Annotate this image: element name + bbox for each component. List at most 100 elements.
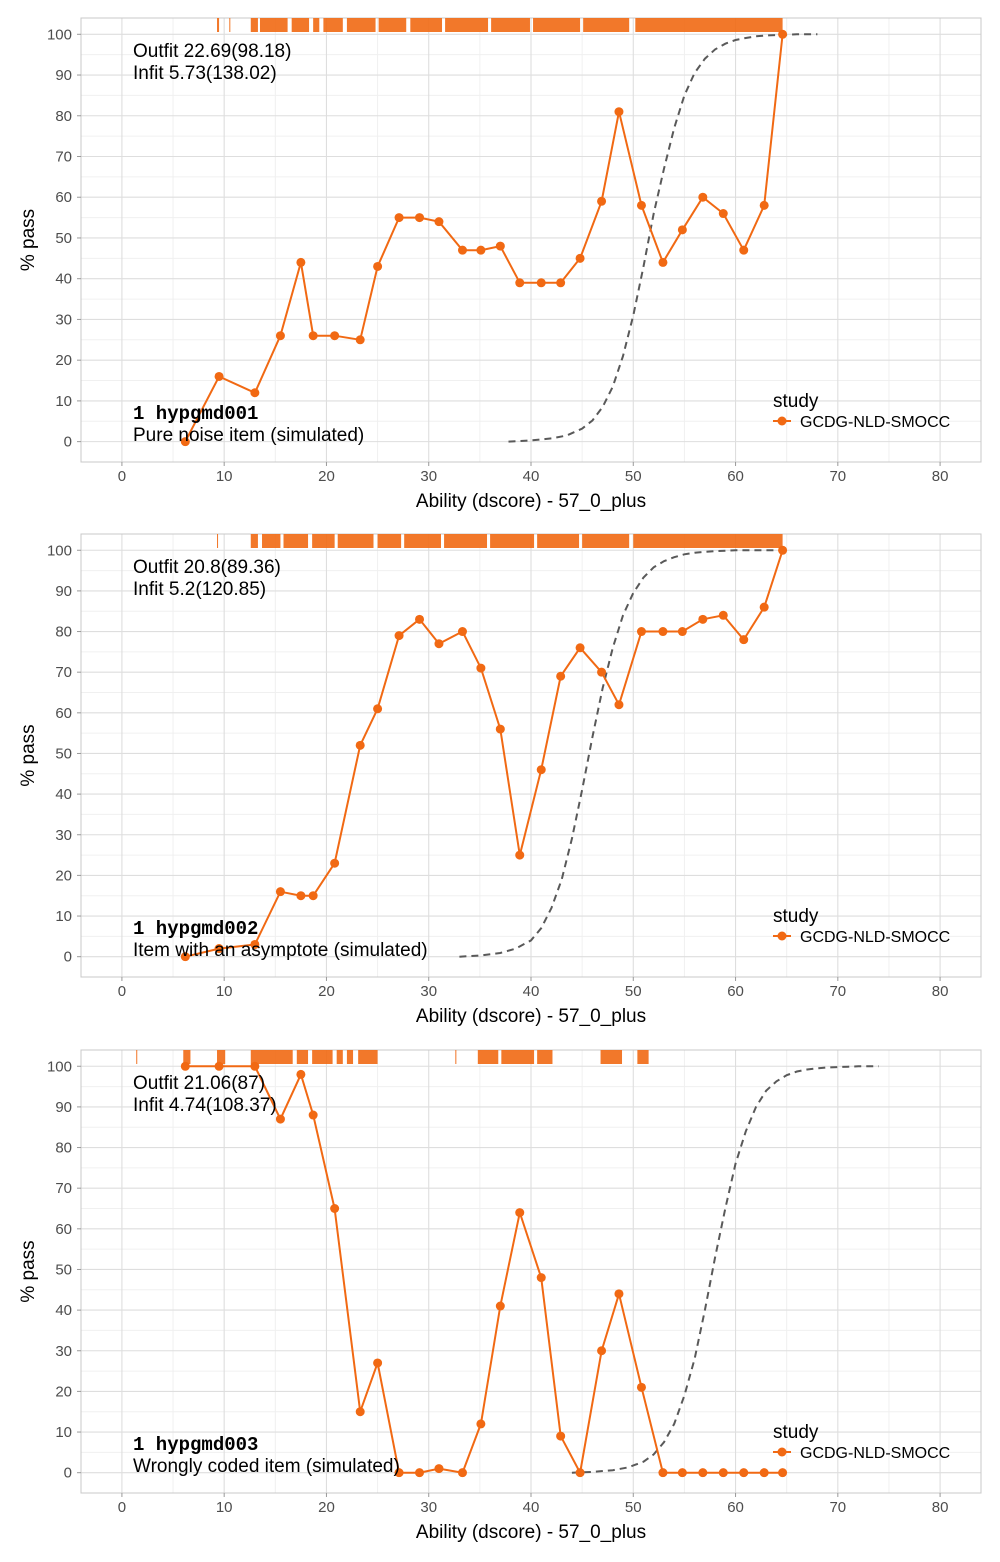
x-tick-label: 80 (932, 1499, 949, 1516)
rug-mark (358, 1050, 378, 1064)
model-curve (459, 549, 777, 958)
y-tick-label: 20 (55, 1383, 72, 1400)
data-point (308, 331, 318, 341)
rug-mark (229, 18, 231, 32)
x-tick-label: 50 (625, 983, 642, 1000)
y-tick-label: 10 (55, 393, 72, 410)
y-axis-title: % pass (18, 1240, 39, 1302)
rug-mark (404, 534, 441, 548)
x-tick-label: 70 (829, 983, 846, 1000)
rug-mark (250, 18, 258, 32)
y-tick-label: 30 (55, 827, 72, 844)
data-point (495, 241, 505, 251)
data-point (373, 704, 383, 714)
x-tick-label: 20 (318, 468, 335, 485)
rug-mark (337, 534, 374, 548)
y-tick-label: 40 (55, 271, 72, 288)
rug-mark (633, 534, 783, 548)
x-tick-label: 10 (216, 1499, 233, 1516)
rug-mark (250, 1050, 293, 1064)
rug (217, 18, 783, 32)
item-code-text: 1 hypgmd003 (133, 1434, 258, 1456)
legend-label: GCDG-NLD-SMOCC (800, 929, 950, 946)
rug-mark (259, 18, 288, 32)
data-point (296, 257, 306, 267)
data-point (457, 627, 467, 637)
data-point (394, 631, 404, 641)
data-point (476, 245, 486, 255)
data-point (457, 1468, 467, 1478)
x-axis-title: Ability (dscore) - 57_0_plus (416, 1522, 646, 1543)
y-tick-label: 0 (64, 949, 72, 966)
y-tick-label: 60 (55, 705, 72, 722)
data-point (556, 1431, 566, 1441)
legend: study GCDG-NLD-SMOCC (773, 906, 950, 946)
data-point (536, 765, 546, 775)
rug-mark (533, 18, 581, 32)
legend-title: study (773, 391, 819, 412)
x-tick-label: 70 (829, 468, 846, 485)
y-tick-label: 0 (64, 1465, 72, 1482)
chart-panel-3: 0 10 20 30 40 50 60 70 80 0 10 20 30 40 50 60 70 80 90 100 A… (18, 1049, 982, 1543)
y-tick-label: 30 (55, 1343, 72, 1360)
data-point (275, 1114, 285, 1124)
data-point (296, 891, 306, 901)
rug-mark (537, 1050, 553, 1064)
data-point (415, 213, 425, 223)
x-tick-label: 10 (216, 983, 233, 1000)
data-point (636, 200, 646, 210)
data-point (597, 1346, 607, 1356)
data-point (457, 245, 467, 255)
data-point (677, 1468, 687, 1478)
data-point (556, 671, 566, 681)
rug-mark (583, 18, 630, 32)
data-point (415, 614, 425, 624)
data-point (275, 887, 285, 897)
gridlines (81, 18, 981, 462)
x-tick-label: 20 (318, 983, 335, 1000)
y-axis-title: % pass (18, 209, 39, 271)
x-tick-label: 70 (829, 1499, 846, 1516)
data-point (308, 891, 318, 901)
x-tick-label: 30 (420, 1499, 437, 1516)
rug (217, 534, 783, 548)
data-point (434, 217, 444, 227)
x-tick-label: 20 (318, 1499, 335, 1516)
infit-text: Infit 4.74(108.37) (133, 1095, 277, 1116)
data-point (614, 700, 624, 710)
rug-mark (582, 534, 630, 548)
rug-mark (491, 18, 530, 32)
y-tick-label: 60 (55, 189, 72, 206)
y-tick-label: 70 (55, 664, 72, 681)
rug-mark (291, 18, 310, 32)
legend-key-point (777, 1447, 787, 1457)
x-tick-label: 30 (420, 983, 437, 1000)
y-tick-label: 10 (55, 1424, 72, 1441)
rug-mark (477, 1050, 499, 1064)
x-tick-label: 40 (523, 1499, 540, 1516)
item-code-text: 1 hypgmd001 (133, 403, 258, 425)
rug-mark (444, 534, 488, 548)
outfit-text: Outfit 21.06(87) (133, 1073, 265, 1094)
y-tick-label: 90 (55, 1099, 72, 1116)
data-point (495, 1301, 505, 1311)
data-point (718, 610, 728, 620)
rug-mark (336, 1050, 343, 1064)
y-tick-label: 80 (55, 108, 72, 125)
rug-mark (377, 534, 402, 548)
y-tick-label: 0 (64, 434, 72, 451)
data-point (597, 667, 607, 677)
x-tick-label: 0 (118, 1499, 126, 1516)
x-tick-label: 30 (420, 468, 437, 485)
rug-mark (490, 534, 535, 548)
x-tick-label: 50 (625, 468, 642, 485)
legend-label: GCDG-NLD-SMOCC (800, 1445, 950, 1462)
y-tick-label: 90 (55, 583, 72, 600)
data-point (778, 545, 788, 555)
data-point (355, 740, 365, 750)
y-tick-label: 50 (55, 1261, 72, 1278)
rug-mark (217, 534, 219, 548)
rug-mark (346, 1050, 354, 1064)
chart-panel-2: 0 10 20 30 40 50 60 70 80 0 10 20 30 40 50 60 70 80 90 100 A… (18, 533, 982, 1027)
data-point (759, 200, 769, 210)
